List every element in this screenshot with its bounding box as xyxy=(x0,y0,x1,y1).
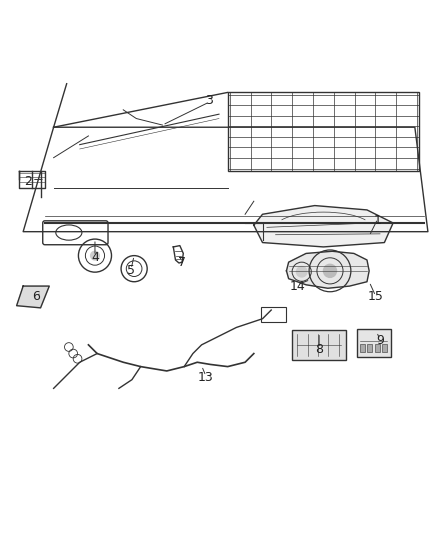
Circle shape xyxy=(323,264,336,277)
Text: 15: 15 xyxy=(368,290,384,303)
FancyBboxPatch shape xyxy=(292,329,346,360)
Text: 9: 9 xyxy=(376,334,384,347)
FancyBboxPatch shape xyxy=(382,344,387,352)
FancyBboxPatch shape xyxy=(360,344,365,352)
FancyBboxPatch shape xyxy=(357,329,391,358)
FancyBboxPatch shape xyxy=(374,344,380,352)
Text: 4: 4 xyxy=(91,251,99,264)
Text: 14: 14 xyxy=(290,280,305,293)
Polygon shape xyxy=(17,286,49,308)
Circle shape xyxy=(91,251,99,260)
Circle shape xyxy=(297,266,307,277)
Text: 5: 5 xyxy=(127,264,135,277)
Text: 2: 2 xyxy=(25,175,32,188)
Text: 13: 13 xyxy=(198,371,214,384)
Polygon shape xyxy=(286,251,369,288)
Polygon shape xyxy=(254,206,393,247)
Text: 1: 1 xyxy=(374,214,382,227)
Text: 6: 6 xyxy=(32,290,40,303)
Text: 8: 8 xyxy=(315,343,323,356)
Text: 7: 7 xyxy=(178,256,186,269)
FancyBboxPatch shape xyxy=(367,344,372,352)
Text: 3: 3 xyxy=(205,94,213,107)
